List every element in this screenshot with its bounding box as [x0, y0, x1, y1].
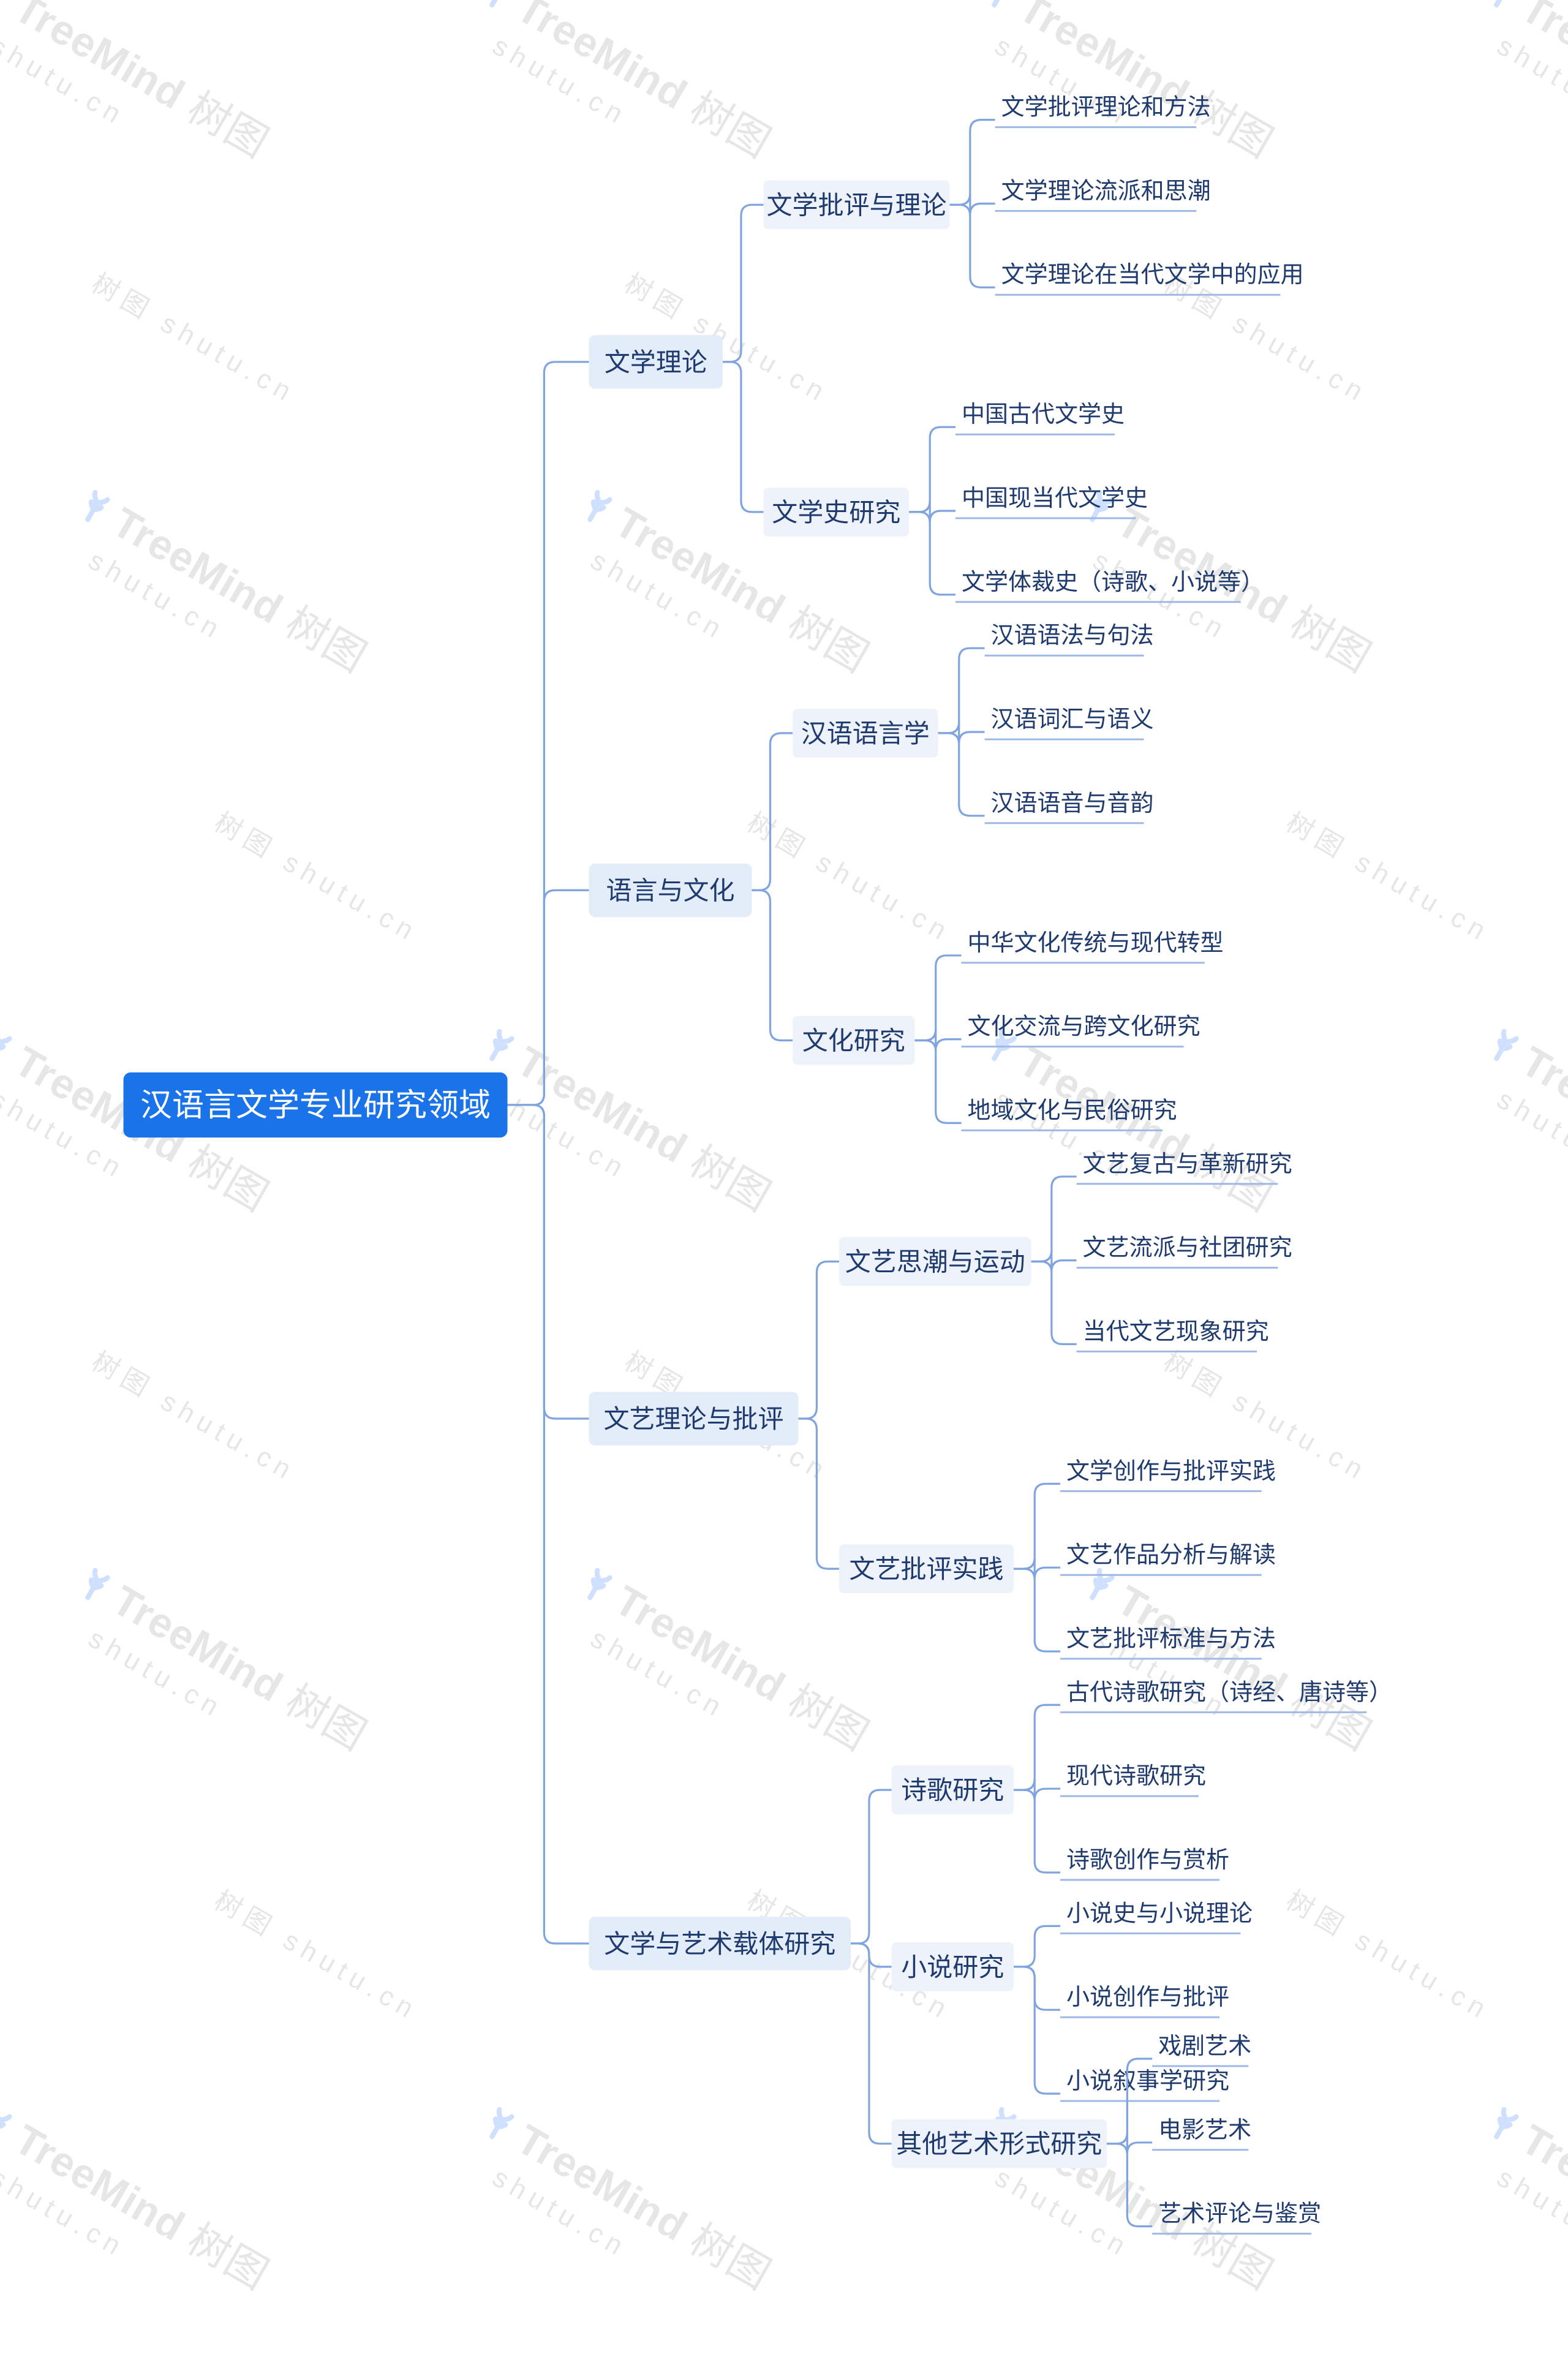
leaf-node-label: 古代诗歌研究（诗经、唐诗等） — [1066, 1680, 1392, 1705]
level2-node-label: 文艺批评实践 — [849, 1555, 1003, 1583]
leaf-node-label: 文学理论在当代文学中的应用 — [1001, 262, 1304, 288]
leaf-node-label: 汉语语音与音韵 — [991, 791, 1154, 817]
leaf-node-label: 文学创作与批评实践 — [1066, 1458, 1276, 1484]
level2-node-label: 其他艺术形式研究 — [896, 2130, 1102, 2159]
leaf-node-label: 汉语词汇与语义 — [991, 707, 1154, 733]
leaf-node-label: 汉语语法与句法 — [991, 623, 1154, 649]
leaf-node-label: 文学理论流派和思潮 — [1001, 178, 1211, 204]
level2-node-label: 文艺思潮与运动 — [845, 1248, 1025, 1277]
root-node-label: 汉语言文学专业研究领域 — [140, 1088, 491, 1123]
leaf-node-label: 中华文化传统与现代转型 — [968, 930, 1224, 956]
leaf-node-label: 诗歌创作与赏析 — [1066, 1847, 1229, 1873]
leaf-node-label: 当代文艺现象研究 — [1083, 1319, 1269, 1345]
leaf-node-label: 文学批评理论和方法 — [1001, 95, 1211, 121]
level2-node-label: 汉语语言学 — [801, 719, 930, 748]
leaf-node-label: 文艺批评标准与方法 — [1066, 1626, 1276, 1652]
mindmap-canvas: 汉语言文学专业研究领域 文学理论 文学批评与理论 文学批评理论和方法文学理论流派和思潮… — [0, 0, 1568, 2365]
level1-node-label: 文学理论 — [605, 348, 707, 377]
leaf-node-label: 戏剧艺术 — [1158, 2034, 1251, 2059]
leaf-node-label: 文学体裁史（诗歌、小说等） — [962, 570, 1264, 595]
level1-node-label: 文艺理论与批评 — [603, 1405, 783, 1433]
level1-node-label: 语言与文化 — [606, 876, 734, 905]
leaf-node-label: 小说创作与批评 — [1066, 1985, 1229, 2010]
leaf-node-label: 地域文化与民俗研究 — [968, 1098, 1177, 1123]
level1-node-label: 文学与艺术载体研究 — [604, 1929, 835, 1958]
leaf-node-label: 中国现当代文学史 — [962, 486, 1148, 511]
leaf-node-label: 艺术评论与鉴赏 — [1158, 2201, 1321, 2227]
leaf-node-label: 小说史与小说理论 — [1066, 1901, 1253, 1926]
leaf-node-label: 中国古代文学史 — [962, 402, 1125, 428]
leaf-node-label: 现代诗歌研究 — [1066, 1763, 1206, 1789]
level2-node-label: 文学批评与理论 — [766, 190, 946, 219]
level2-node-label: 诗歌研究 — [901, 1776, 1004, 1805]
leaf-node-label: 文艺作品分析与解读 — [1066, 1542, 1276, 1568]
leaf-node-label: 文艺复古与革新研究 — [1083, 1152, 1292, 1177]
leaf-node-label: 电影艺术 — [1158, 2118, 1251, 2143]
level2-node-label: 文学史研究 — [772, 498, 900, 527]
level2-node-label: 小说研究 — [901, 1953, 1004, 1982]
leaf-node-label: 小说叙事学研究 — [1066, 2069, 1229, 2094]
level2-node-label: 文化研究 — [802, 1027, 905, 1055]
leaf-node-label: 文艺流派与社团研究 — [1083, 1235, 1292, 1261]
leaf-node-label: 文化交流与跨文化研究 — [968, 1014, 1200, 1040]
